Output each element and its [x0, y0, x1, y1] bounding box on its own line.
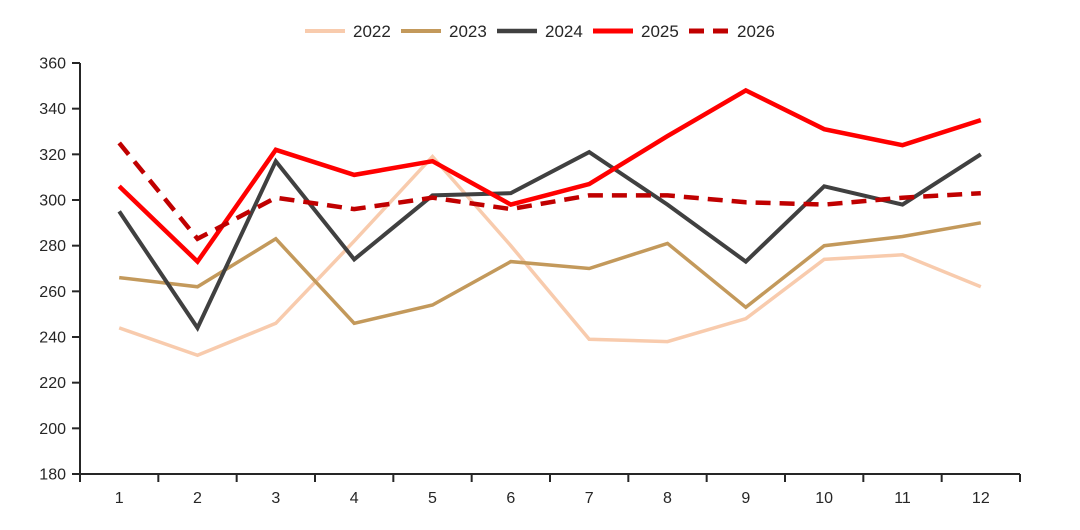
x-tick-label: 9	[741, 490, 750, 507]
legend-label-2024: 2024	[545, 22, 583, 41]
legend-item-2024: 2024	[497, 22, 583, 41]
y-tick-label: 240	[39, 330, 66, 347]
y-tick-label: 300	[39, 193, 66, 210]
legend-item-2022: 2022	[305, 22, 391, 41]
legend-label-2026: 2026	[737, 22, 775, 41]
series-line-2022	[118, 153, 982, 358]
x-tick-label: 11	[894, 490, 911, 507]
y-tick-label: 200	[39, 421, 66, 438]
legend-label-2023: 2023	[449, 22, 487, 41]
legend-item-2025: 2025	[593, 22, 679, 41]
series-line-2023	[118, 221, 982, 326]
x-tick-label: 4	[350, 490, 359, 507]
x-tick-label: 6	[506, 490, 515, 507]
series-line-2024	[117, 149, 982, 332]
legend-item-2026: 2026	[689, 22, 775, 41]
y-tick-label: 340	[39, 101, 66, 118]
x-tick-label: 8	[663, 490, 672, 507]
y-tick-label: 280	[39, 238, 66, 255]
x-tick-label: 12	[972, 490, 990, 507]
y-tick-label: 320	[39, 147, 66, 164]
y-tick-label: 220	[39, 375, 66, 392]
x-tick-label: 10	[815, 490, 833, 507]
x-tick-label: 7	[585, 490, 594, 507]
x-tick-label: 2	[193, 490, 202, 507]
x-tick-label: 1	[115, 490, 124, 507]
y-tick-label: 360	[39, 56, 66, 73]
legend-label-2025: 2025	[641, 22, 679, 41]
series-line-2025	[117, 87, 982, 266]
series-line-2026	[117, 141, 981, 242]
x-tick-label: 3	[271, 490, 280, 507]
legend-label-2022: 2022	[353, 22, 391, 41]
x-tick-label: 5	[428, 490, 437, 507]
y-tick-label: 180	[39, 467, 66, 484]
y-tick-label: 260	[39, 284, 66, 301]
legend-item-2023: 2023	[401, 22, 487, 41]
